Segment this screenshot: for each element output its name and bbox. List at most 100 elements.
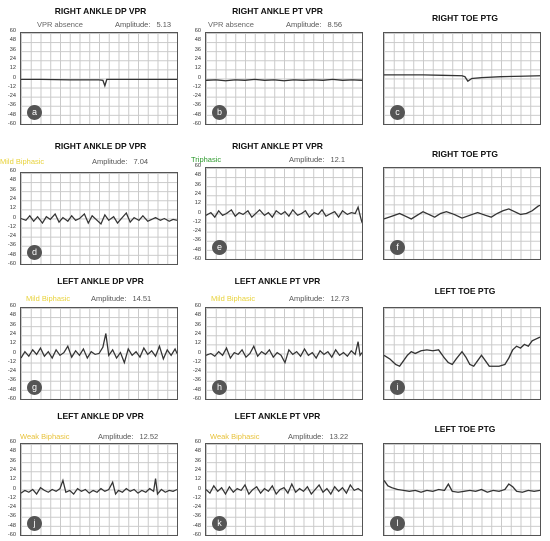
amplitude-value: 12.73 bbox=[330, 294, 350, 303]
y-tick-label: 0 bbox=[12, 349, 16, 356]
waveform-status: Weak Biphasic bbox=[210, 432, 260, 441]
y-tick-label: 36 bbox=[194, 181, 201, 188]
panel-b: RIGHT ANKLE PT VPR VPR absence Amplitude… bbox=[185, 0, 370, 135]
amplitude-readout: Amplitude: 14.51 bbox=[91, 294, 151, 303]
y-tick-label: 12 bbox=[194, 65, 201, 72]
y-tick-label: -12 bbox=[7, 224, 16, 230]
waveform-chart: g bbox=[20, 307, 178, 400]
panel-badge: c bbox=[390, 105, 405, 120]
panel-title: LEFT TOE PTG bbox=[434, 286, 496, 296]
waveform-chart: f bbox=[383, 167, 541, 260]
panel-i: LEFT TOE PTG i bbox=[370, 270, 550, 405]
panel-h: LEFT ANKLE PT VPR Mild Biphasic Amplitud… bbox=[185, 270, 370, 405]
y-tick-label: -36 bbox=[7, 242, 16, 249]
amplitude-label: Amplitude: bbox=[91, 294, 127, 303]
y-tick-label: 24 bbox=[194, 467, 201, 474]
y-tick-label: 36 bbox=[194, 321, 201, 328]
y-tick-label: -12 bbox=[7, 495, 16, 501]
waveform-status: Triphasic bbox=[191, 155, 222, 164]
panel-badge: h bbox=[212, 380, 227, 395]
y-tick-label: 24 bbox=[9, 56, 16, 63]
waveform-status: Mild Biphasic bbox=[0, 157, 45, 166]
y-tick-label: -12 bbox=[192, 495, 201, 501]
panel-title: RIGHT ANKLE DP VPR bbox=[54, 6, 147, 16]
y-tick-label: 24 bbox=[9, 196, 16, 203]
amplitude-label: Amplitude: bbox=[286, 20, 322, 29]
amplitude-label: Amplitude: bbox=[289, 155, 325, 164]
amplitude-value: 7.04 bbox=[133, 157, 149, 166]
amplitude-label: Amplitude: bbox=[288, 432, 324, 441]
y-tick-label: 0 bbox=[197, 209, 201, 216]
y-tick-label: 48 bbox=[194, 37, 201, 44]
y-tick-label: -60 bbox=[7, 121, 16, 128]
y-tick-label: -48 bbox=[192, 111, 201, 118]
waveform-trace bbox=[206, 482, 362, 496]
y-tick-label: 60 bbox=[194, 439, 201, 446]
y-tick-label: -24 bbox=[7, 504, 16, 511]
panel-e: RIGHT ANKLE PT VPR Triphasic Amplitude: 1… bbox=[185, 135, 370, 270]
y-axis-ticks: 60 48 36 24 12 0 -12 -24 -36 -48 -60 bbox=[0, 304, 16, 403]
y-axis-ticks: 60 48 36 24 12 0 -12 -24 -36 -48 -60 bbox=[185, 164, 201, 263]
y-axis-ticks: 60 48 36 24 12 0 -12 -24 -36 -48 -60 bbox=[185, 28, 201, 127]
panel-d: RIGHT ANKLE DP VPR Mild Biphasic Amplitu… bbox=[0, 135, 185, 270]
y-tick-label: 0 bbox=[12, 485, 16, 492]
y-tick-label: -24 bbox=[7, 233, 16, 240]
panel-title: RIGHT TOE PTG bbox=[432, 13, 498, 23]
y-tick-label: 36 bbox=[9, 457, 16, 464]
y-tick-label: 48 bbox=[194, 448, 201, 455]
y-tick-label: -60 bbox=[7, 396, 16, 403]
amplitude-value: 12.52 bbox=[139, 432, 159, 441]
y-tick-label: -48 bbox=[192, 522, 201, 529]
y-tick-label: -24 bbox=[192, 368, 201, 375]
panel-g: LEFT ANKLE DP VPR Mild Biphasic Amplitud… bbox=[0, 270, 185, 405]
panel-badge: l bbox=[390, 516, 405, 531]
panel-title: LEFT TOE PTG bbox=[434, 424, 496, 434]
panel-f: RIGHT TOE PTG f bbox=[370, 135, 550, 270]
waveform-status: Mild Biphasic bbox=[26, 294, 71, 303]
panel-badge: a bbox=[27, 105, 42, 120]
panel-c: RIGHT TOE PTG c bbox=[370, 0, 550, 135]
y-tick-label: 12 bbox=[194, 340, 201, 347]
y-tick-label: -60 bbox=[192, 396, 201, 403]
y-tick-label: 24 bbox=[9, 331, 16, 338]
y-tick-label: 12 bbox=[194, 200, 201, 207]
waveform-chart: l bbox=[383, 443, 541, 536]
y-tick-label: -48 bbox=[7, 386, 16, 393]
y-tick-label: 60 bbox=[194, 303, 201, 310]
waveform-trace bbox=[384, 480, 540, 493]
waveform-trace bbox=[206, 341, 362, 365]
panel-badge: e bbox=[212, 240, 227, 255]
amplitude-readout: Amplitude: 12.52 bbox=[98, 432, 158, 441]
y-tick-label: 0 bbox=[197, 349, 201, 356]
y-tick-label: -36 bbox=[192, 513, 201, 520]
y-tick-label: 60 bbox=[9, 28, 16, 35]
waveform-chart: k bbox=[205, 443, 363, 536]
y-tick-label: -60 bbox=[192, 256, 201, 263]
y-tick-label: 36 bbox=[194, 457, 201, 464]
waveform-trace bbox=[384, 74, 540, 83]
amplitude-value: 8.56 bbox=[327, 20, 343, 29]
waveform-trace bbox=[21, 478, 177, 496]
y-tick-label: 12 bbox=[9, 476, 16, 483]
y-tick-label: 12 bbox=[9, 65, 16, 72]
waveform-chart: h bbox=[205, 307, 363, 400]
panel-badge: k bbox=[212, 516, 227, 531]
amplitude-label: Amplitude: bbox=[98, 432, 134, 441]
waveform-status: VPR absence bbox=[37, 20, 83, 29]
y-tick-label: 60 bbox=[194, 28, 201, 35]
y-tick-label: 48 bbox=[9, 448, 16, 455]
y-tick-label: -24 bbox=[192, 504, 201, 511]
waveform-trace bbox=[21, 333, 177, 365]
panel-a: RIGHT ANKLE DP VPR VPR absence Amplitude… bbox=[0, 0, 185, 135]
panel-badge: j bbox=[27, 516, 42, 531]
y-tick-label: 24 bbox=[194, 191, 201, 198]
y-tick-label: 36 bbox=[9, 46, 16, 53]
y-tick-label: 12 bbox=[9, 205, 16, 212]
y-tick-label: 48 bbox=[9, 177, 16, 184]
panel-l: LEFT TOE PTG l bbox=[370, 405, 550, 541]
y-tick-label: -36 bbox=[7, 513, 16, 520]
panel-title: RIGHT ANKLE PT VPR bbox=[232, 6, 323, 16]
y-tick-label: 24 bbox=[194, 56, 201, 63]
y-tick-label: -12 bbox=[7, 359, 16, 365]
amplitude-readout: Amplitude: 13.22 bbox=[288, 432, 348, 441]
